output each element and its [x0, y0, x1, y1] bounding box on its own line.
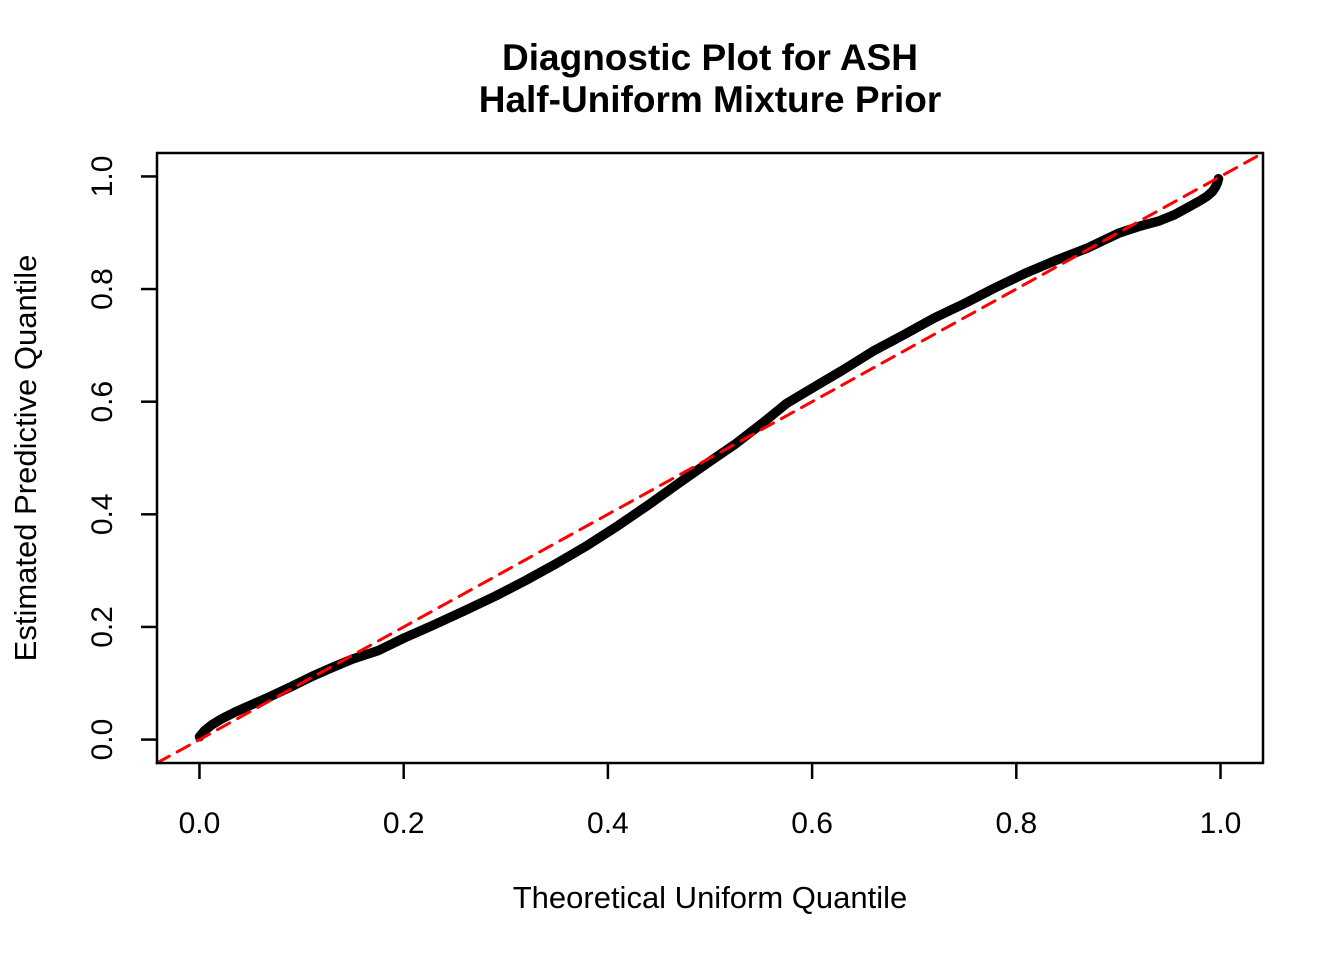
plot-frame-group [155, 151, 1265, 765]
reference-diagonal-line [155, 151, 1265, 765]
y-tick-label: 0.2 [86, 606, 119, 648]
y-tick-label: 0.4 [86, 493, 119, 535]
x-tick-label: 0.0 [179, 807, 221, 840]
x-tick-label: 1.0 [1200, 807, 1242, 840]
y-axis-label: Estimated Predictive Quantile [8, 255, 43, 662]
y-tick-label: 0.8 [86, 268, 119, 310]
x-tick-label: 0.8 [995, 807, 1037, 840]
plot-title-line-2: Half-Uniform Mixture Prior [479, 79, 942, 120]
plot-border [155, 151, 1265, 765]
x-tick-label: 0.4 [587, 807, 629, 840]
plot-title-line-1: Diagnostic Plot for ASH [502, 37, 918, 78]
x-tick-label: 0.6 [791, 807, 833, 840]
y-tick-label: 0.6 [86, 381, 119, 423]
x-axis-label: Theoretical Uniform Quantile [513, 880, 908, 915]
data-series-group [155, 151, 1265, 765]
y-tick-label: 1.0 [86, 156, 119, 198]
x-tick-label: 0.2 [383, 807, 425, 840]
y-tick-label: 0.0 [86, 719, 119, 761]
y-axis-group: 0.0 0.2 0.4 0.6 0.8 1.0 [86, 156, 157, 761]
x-axis-group: 0.0 0.2 0.4 0.6 0.8 1.0 [179, 763, 1242, 840]
